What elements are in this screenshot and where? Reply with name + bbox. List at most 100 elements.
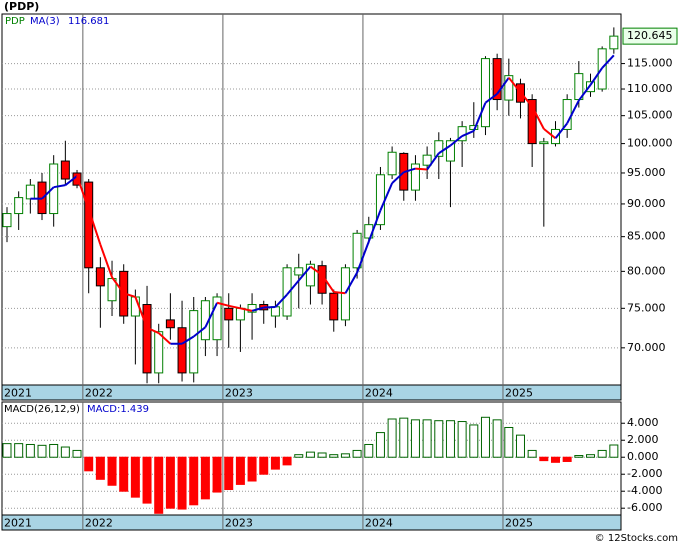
ma-segment: [41, 186, 55, 200]
ma-segment: [379, 182, 394, 211]
x-tick-label: 2021: [4, 387, 32, 400]
y-tick-label: 100.000: [627, 137, 673, 150]
y-tick-label: 4.000: [627, 416, 659, 429]
y-tick-label: 2.000: [627, 433, 659, 446]
macd-bar: [25, 443, 35, 458]
ma-segment: [496, 77, 510, 95]
macd-bar: [72, 449, 82, 458]
candle-body: [60, 160, 70, 180]
macd-bar: [165, 456, 175, 509]
ma-segment: [204, 302, 218, 328]
macd-bar: [305, 451, 315, 458]
macd-bar: [107, 456, 117, 486]
macd-bar: [247, 456, 257, 482]
y-tick-label: 70.000: [627, 341, 666, 354]
ma-segment: [158, 332, 172, 345]
x-tick-label: 2023: [225, 387, 253, 400]
ma-segment: [321, 274, 335, 293]
ma-segment: [99, 244, 113, 278]
ma-segment: [601, 54, 615, 69]
y-tick-label: 85.000: [627, 230, 666, 243]
macd-bar: [469, 424, 479, 458]
macd-bar: [177, 456, 187, 510]
ma-segment: [449, 135, 463, 147]
ma-segment: [589, 67, 603, 86]
macd-bar: [14, 443, 24, 458]
macd-bar: [259, 456, 269, 475]
candle-body: [422, 154, 432, 166]
macd-bar: [550, 456, 560, 463]
candle-body: [586, 81, 595, 93]
panel: [1, 13, 622, 386]
ma-segment: [543, 128, 557, 140]
candle-body: [387, 151, 397, 176]
ma-segment: [403, 167, 416, 174]
candle-body: [165, 319, 175, 329]
ma-segment: [193, 326, 207, 338]
ma-segment: [344, 272, 358, 294]
candle-body: [492, 58, 502, 101]
ma-segment: [64, 175, 78, 186]
macd-bar: [329, 454, 339, 458]
candle-body: [49, 163, 59, 215]
macd-bar: [445, 420, 455, 458]
candle-body: [14, 197, 24, 215]
ma-segment: [53, 184, 66, 189]
macd-bar: [410, 419, 420, 458]
ma-segment: [578, 84, 592, 102]
legend-value: 116.681: [68, 16, 109, 27]
macd-bar: [434, 420, 444, 458]
ma-segment: [297, 265, 312, 282]
ma-segment: [263, 306, 276, 309]
macd-bar: [375, 432, 385, 458]
ma-segment: [286, 279, 300, 296]
macd-bar: [609, 444, 619, 458]
candle-body: [329, 292, 339, 321]
macd-bar: [399, 417, 409, 458]
candle-body: [84, 181, 94, 269]
ma-segment: [484, 93, 498, 104]
panel: [1, 401, 622, 516]
candle-body: [247, 304, 257, 313]
footer: © 12Stocks.com: [595, 533, 678, 544]
macd-bar: [154, 456, 164, 514]
macd-bar: [49, 443, 59, 458]
macd-bar: [422, 419, 432, 458]
x-tick-label: 2021: [4, 517, 32, 530]
x-tick-label: 2022: [85, 387, 113, 400]
macd-bar: [586, 454, 595, 458]
y-tick-label: 90.000: [627, 197, 666, 210]
macd-bar: [515, 434, 525, 458]
macd-bar: [119, 456, 129, 492]
macd-bar: [142, 456, 152, 504]
y-tick-label: 95.000: [627, 166, 666, 179]
macd-bar: [340, 453, 350, 458]
candle-body: [609, 35, 619, 50]
legend-entry: PDP: [5, 16, 25, 27]
y-tick-label: -2.000: [627, 467, 662, 480]
macd-bar: [317, 452, 327, 458]
ma-segment: [508, 77, 522, 93]
macd-bar: [212, 456, 222, 493]
macd-bar: [200, 456, 210, 500]
macd-bar: [130, 456, 140, 498]
y-tick-label: 110.000: [627, 82, 673, 95]
ma-segment: [240, 307, 253, 312]
ma-segment: [415, 167, 428, 171]
y-tick-label: -6.000: [627, 501, 662, 514]
macd-bar: [539, 456, 549, 462]
x-tick-label: 2022: [85, 517, 113, 530]
chart-title: MACD(26,12,9): [4, 404, 80, 415]
ma-segment: [216, 301, 229, 307]
candle-body: [2, 213, 12, 228]
candle-body: [352, 232, 362, 269]
macd-bar: [84, 456, 94, 472]
x-tick-label: 2024: [365, 517, 393, 530]
macd-bar: [492, 419, 502, 458]
candle-body: [270, 306, 280, 317]
ma-segment: [531, 106, 545, 130]
candle-body: [480, 58, 490, 128]
x-axis-strip: [1, 384, 622, 401]
macd-bar: [37, 444, 47, 458]
